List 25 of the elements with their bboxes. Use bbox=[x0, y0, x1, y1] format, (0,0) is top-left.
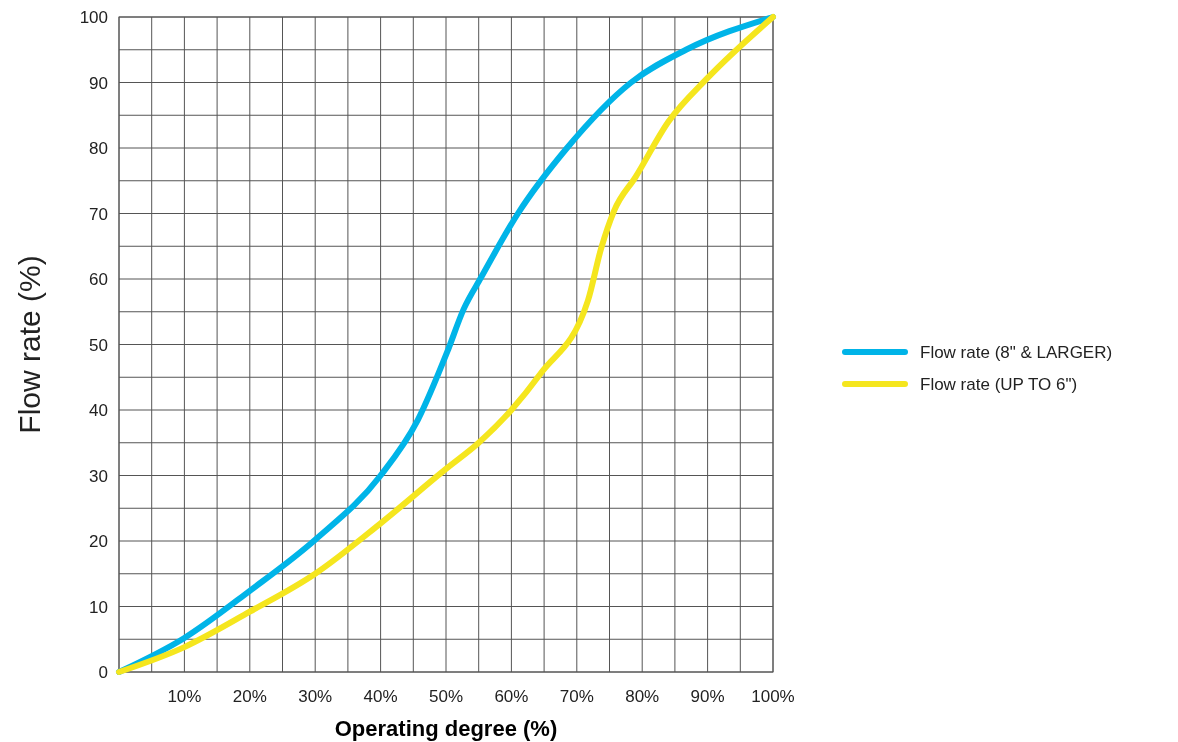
y-tick-label: 10 bbox=[89, 597, 108, 617]
y-axis-title: Flow rate (%) bbox=[13, 255, 46, 434]
x-tick-label: 90% bbox=[690, 687, 725, 706]
x-tick-label: 60% bbox=[494, 687, 529, 706]
x-tick-label: 70% bbox=[559, 687, 594, 706]
x-tick-label: 80% bbox=[625, 687, 660, 706]
y-tick-label: 50 bbox=[89, 335, 108, 355]
y-tick-label: 90 bbox=[89, 73, 108, 93]
x-tick-label: 20% bbox=[232, 687, 267, 706]
legend-label: Flow rate (UP TO 6") bbox=[920, 375, 1078, 394]
x-tick-label: 100% bbox=[751, 687, 795, 706]
y-tick-label: 100 bbox=[79, 8, 108, 27]
x-axis-title: Operating degree (%) bbox=[334, 716, 558, 741]
y-tick-label: 60 bbox=[89, 270, 108, 289]
y-tick-label: 40 bbox=[89, 401, 108, 420]
y-tick-label: 30 bbox=[89, 466, 108, 486]
legend-label: Flow rate (8" & LARGER) bbox=[920, 343, 1113, 362]
x-tick-label: 40% bbox=[363, 687, 398, 706]
x-tick-label: 50% bbox=[428, 687, 464, 706]
x-tick-label: 10% bbox=[167, 687, 202, 706]
y-tick-label: 70 bbox=[89, 204, 108, 224]
x-tick-label: 30% bbox=[298, 687, 333, 706]
y-tick-label: 0 bbox=[98, 663, 108, 682]
y-tick-label: 20 bbox=[89, 532, 108, 551]
y-tick-label: 80 bbox=[89, 139, 108, 158]
